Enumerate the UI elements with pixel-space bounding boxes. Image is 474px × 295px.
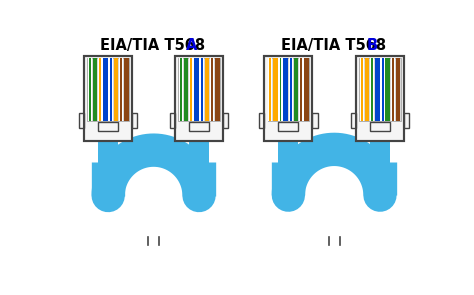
Bar: [312, 113, 318, 128]
Bar: [290, 58, 292, 121]
Bar: [264, 56, 312, 141]
Bar: [114, 58, 118, 121]
Bar: [264, 56, 312, 141]
Bar: [351, 113, 356, 128]
Bar: [370, 137, 390, 164]
Bar: [211, 58, 213, 121]
Bar: [120, 58, 122, 121]
Bar: [280, 58, 282, 121]
Bar: [98, 122, 118, 132]
Bar: [380, 58, 385, 121]
Bar: [79, 113, 84, 128]
Bar: [278, 137, 298, 164]
Bar: [215, 58, 219, 121]
Bar: [175, 56, 223, 141]
Bar: [392, 58, 394, 121]
Bar: [404, 113, 409, 128]
Text: A: A: [186, 38, 197, 53]
Bar: [132, 113, 137, 128]
Bar: [371, 58, 373, 121]
Bar: [175, 56, 223, 141]
Bar: [301, 58, 302, 121]
Bar: [304, 58, 309, 121]
Bar: [189, 137, 209, 164]
Bar: [201, 58, 202, 121]
Bar: [205, 58, 209, 121]
Bar: [87, 58, 129, 121]
Bar: [124, 58, 128, 121]
Bar: [267, 58, 309, 121]
Bar: [356, 56, 404, 141]
Bar: [259, 113, 264, 128]
Bar: [359, 58, 364, 121]
Bar: [278, 58, 283, 121]
Bar: [289, 58, 293, 121]
Bar: [179, 58, 183, 121]
Bar: [391, 58, 395, 121]
Bar: [98, 58, 103, 121]
Bar: [356, 56, 404, 141]
Bar: [382, 58, 383, 121]
Bar: [178, 58, 220, 121]
Bar: [110, 58, 112, 121]
Bar: [370, 122, 390, 132]
Bar: [180, 58, 182, 121]
Bar: [103, 58, 108, 121]
Bar: [359, 58, 401, 121]
Bar: [189, 122, 209, 132]
Bar: [294, 58, 299, 121]
Bar: [396, 58, 401, 121]
Bar: [88, 58, 92, 121]
Bar: [184, 58, 188, 121]
Bar: [93, 58, 98, 121]
Bar: [223, 113, 228, 128]
Bar: [283, 58, 288, 121]
Bar: [100, 58, 101, 121]
Bar: [370, 58, 374, 121]
Bar: [361, 58, 363, 121]
Text: B: B: [367, 38, 378, 53]
Bar: [375, 58, 380, 121]
Bar: [89, 58, 91, 121]
Text: EIA/TIA T568: EIA/TIA T568: [281, 38, 386, 53]
Bar: [194, 58, 199, 121]
Bar: [84, 56, 132, 141]
Bar: [210, 58, 214, 121]
Bar: [385, 58, 390, 121]
Bar: [268, 58, 273, 121]
Bar: [109, 58, 113, 121]
Bar: [365, 58, 369, 121]
Bar: [170, 113, 175, 128]
Bar: [119, 58, 123, 121]
Bar: [273, 58, 278, 121]
Bar: [98, 137, 118, 164]
Text: EIA/TIA T568: EIA/TIA T568: [100, 38, 205, 53]
Bar: [191, 58, 192, 121]
Bar: [200, 58, 204, 121]
Bar: [278, 122, 298, 132]
Bar: [269, 58, 271, 121]
Bar: [84, 56, 132, 141]
Bar: [299, 58, 304, 121]
Bar: [189, 58, 193, 121]
